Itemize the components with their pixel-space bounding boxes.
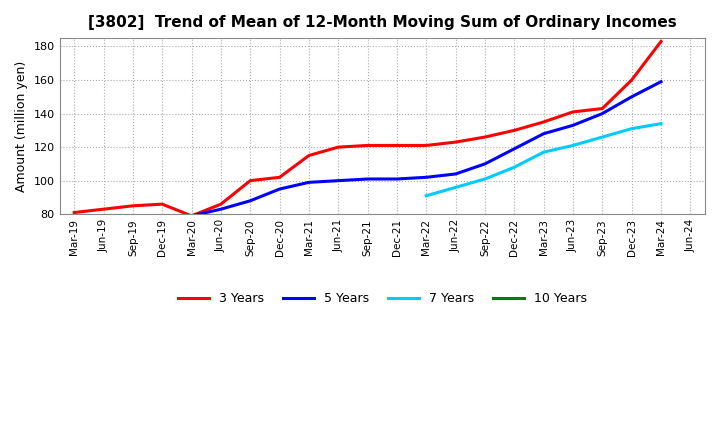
5 Years xyxy=(481,161,490,166)
7 Years xyxy=(510,165,518,170)
5 Years xyxy=(569,123,577,128)
3 Years xyxy=(539,119,548,125)
3 Years xyxy=(275,175,284,180)
3 Years xyxy=(392,143,401,148)
5 Years xyxy=(539,131,548,136)
3 Years xyxy=(334,144,343,150)
Line: 7 Years: 7 Years xyxy=(426,124,661,196)
3 Years xyxy=(70,210,78,215)
3 Years xyxy=(627,77,636,83)
Title: [3802]  Trend of Mean of 12-Month Moving Sum of Ordinary Incomes: [3802] Trend of Mean of 12-Month Moving … xyxy=(88,15,677,30)
5 Years xyxy=(305,180,313,185)
3 Years xyxy=(246,178,255,183)
Y-axis label: Amount (million yen): Amount (million yen) xyxy=(15,61,28,192)
3 Years xyxy=(99,206,108,212)
5 Years xyxy=(217,206,225,212)
Legend: 3 Years, 5 Years, 7 Years, 10 Years: 3 Years, 5 Years, 7 Years, 10 Years xyxy=(173,287,592,310)
5 Years xyxy=(275,187,284,192)
7 Years xyxy=(481,176,490,182)
7 Years xyxy=(451,185,460,190)
Line: 5 Years: 5 Years xyxy=(192,82,661,216)
7 Years xyxy=(569,143,577,148)
3 Years xyxy=(158,202,166,207)
5 Years xyxy=(246,198,255,203)
3 Years xyxy=(187,213,196,219)
5 Years xyxy=(364,176,372,182)
7 Years xyxy=(598,134,607,139)
3 Years xyxy=(129,203,138,209)
3 Years xyxy=(657,39,665,44)
3 Years xyxy=(598,106,607,111)
5 Years xyxy=(598,111,607,116)
5 Years xyxy=(392,176,401,182)
7 Years xyxy=(657,121,665,126)
5 Years xyxy=(334,178,343,183)
3 Years xyxy=(481,134,490,139)
3 Years xyxy=(305,153,313,158)
5 Years xyxy=(657,79,665,84)
3 Years xyxy=(364,143,372,148)
Line: 3 Years: 3 Years xyxy=(74,41,661,216)
3 Years xyxy=(510,128,518,133)
7 Years xyxy=(539,150,548,155)
5 Years xyxy=(451,171,460,176)
5 Years xyxy=(422,175,431,180)
3 Years xyxy=(451,139,460,145)
5 Years xyxy=(187,213,196,219)
5 Years xyxy=(510,146,518,151)
3 Years xyxy=(217,202,225,207)
7 Years xyxy=(627,126,636,131)
5 Years xyxy=(627,94,636,99)
7 Years xyxy=(422,193,431,198)
3 Years xyxy=(422,143,431,148)
3 Years xyxy=(569,109,577,114)
